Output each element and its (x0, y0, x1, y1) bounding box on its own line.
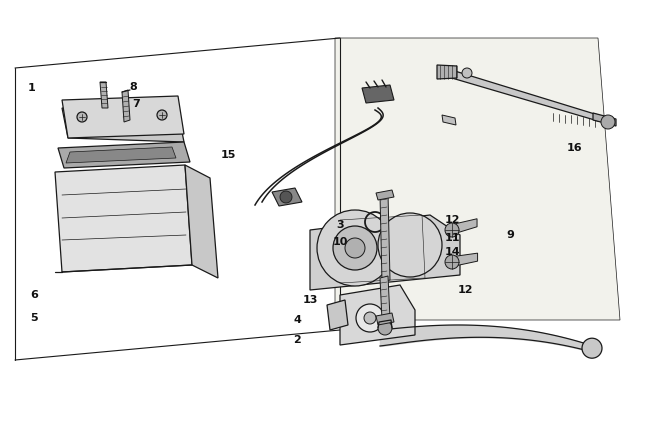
Polygon shape (362, 85, 394, 103)
Polygon shape (380, 193, 390, 282)
Polygon shape (380, 276, 390, 320)
Polygon shape (100, 82, 108, 108)
Text: 4: 4 (293, 315, 301, 325)
Circle shape (364, 312, 376, 324)
Text: 12: 12 (444, 215, 460, 225)
Text: 5: 5 (30, 313, 38, 323)
Polygon shape (442, 115, 456, 125)
Text: 14: 14 (444, 247, 460, 257)
Circle shape (445, 223, 459, 237)
Text: 15: 15 (220, 150, 236, 160)
Text: 11: 11 (444, 233, 460, 243)
Text: 1: 1 (28, 83, 36, 93)
Polygon shape (185, 165, 218, 278)
Text: 12: 12 (457, 285, 473, 295)
Text: 3: 3 (336, 220, 344, 230)
Polygon shape (310, 215, 460, 290)
Polygon shape (445, 68, 598, 121)
Text: 13: 13 (302, 295, 318, 305)
Circle shape (378, 321, 392, 335)
Text: 16: 16 (567, 143, 583, 153)
Polygon shape (58, 142, 190, 168)
Polygon shape (66, 147, 176, 163)
Circle shape (317, 210, 393, 286)
Text: 2: 2 (293, 335, 301, 345)
Polygon shape (62, 96, 184, 138)
Circle shape (77, 112, 87, 122)
Text: 8: 8 (129, 82, 137, 92)
Polygon shape (450, 219, 477, 235)
Polygon shape (450, 253, 478, 267)
Polygon shape (340, 215, 425, 283)
Polygon shape (62, 108, 184, 142)
Polygon shape (437, 65, 457, 79)
Polygon shape (122, 90, 130, 122)
Circle shape (378, 213, 442, 277)
Text: 7: 7 (132, 99, 140, 109)
Polygon shape (376, 313, 394, 325)
Polygon shape (376, 190, 394, 200)
Circle shape (157, 110, 167, 120)
Text: 9: 9 (506, 230, 514, 240)
Circle shape (345, 238, 365, 258)
Polygon shape (327, 300, 348, 330)
Circle shape (582, 338, 602, 358)
Text: 10: 10 (332, 237, 348, 247)
Polygon shape (55, 165, 192, 272)
Circle shape (356, 304, 384, 332)
Circle shape (333, 226, 377, 270)
Circle shape (280, 191, 292, 203)
Circle shape (445, 255, 459, 269)
Polygon shape (335, 38, 620, 320)
Polygon shape (272, 188, 302, 206)
Polygon shape (593, 113, 616, 126)
Polygon shape (340, 285, 415, 345)
Circle shape (462, 68, 472, 78)
Circle shape (601, 115, 615, 129)
Text: 6: 6 (30, 290, 38, 300)
